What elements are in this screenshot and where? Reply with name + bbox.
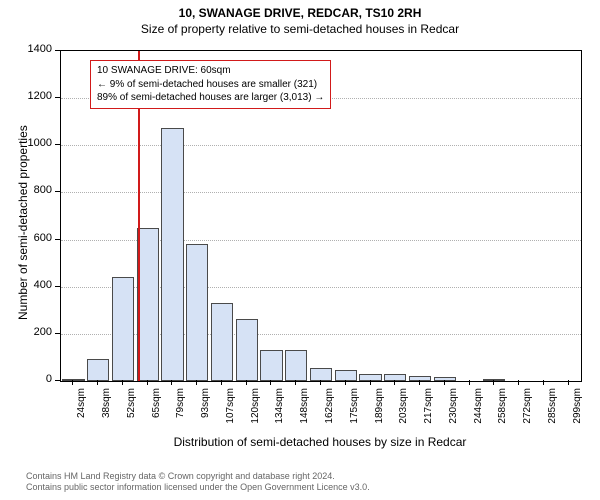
property-info-box: 10 SWANAGE DRIVE: 60sqm← 9% of semi-deta… [90, 60, 331, 109]
xtick-mark [270, 380, 271, 385]
ytick-mark [55, 239, 60, 240]
xtick-mark [122, 380, 123, 385]
xtick-label: 65sqm [151, 388, 162, 432]
xtick-label: 134sqm [274, 388, 285, 432]
histogram-bar [260, 350, 282, 381]
super-title: 10, SWANAGE DRIVE, REDCAR, TS10 2RH [0, 0, 600, 20]
xtick-mark [419, 380, 420, 385]
xtick-label: 162sqm [324, 388, 335, 432]
xtick-mark [171, 380, 172, 385]
ytick-mark [55, 144, 60, 145]
ytick-mark [55, 286, 60, 287]
footer-attribution: Contains HM Land Registry data © Crown c… [26, 471, 370, 494]
xtick-mark [97, 380, 98, 385]
histogram-bar [285, 350, 307, 381]
ytick-label: 400 [20, 279, 52, 291]
ytick-mark [55, 97, 60, 98]
xtick-mark [345, 380, 346, 385]
xtick-label: 244sqm [473, 388, 484, 432]
xtick-mark [196, 380, 197, 385]
histogram-bar [112, 277, 134, 381]
ytick-label: 200 [20, 326, 52, 338]
info-line-3: 89% of semi-detached houses are larger (… [97, 91, 324, 105]
xtick-mark [370, 380, 371, 385]
histogram-bar [186, 244, 208, 381]
ytick-label: 1200 [20, 90, 52, 102]
y-axis-label: Number of semi-detached properties [16, 125, 30, 320]
ytick-mark [55, 380, 60, 381]
xtick-label: 148sqm [299, 388, 310, 432]
ytick-label: 600 [20, 232, 52, 244]
xtick-mark [221, 380, 222, 385]
xtick-label: 258sqm [497, 388, 508, 432]
xtick-label: 175sqm [349, 388, 360, 432]
ytick-label: 800 [20, 184, 52, 196]
xtick-label: 38sqm [101, 388, 112, 432]
histogram-bar [62, 379, 84, 381]
footer-line-2: Contains public sector information licen… [26, 482, 370, 494]
xtick-mark [493, 380, 494, 385]
histogram-bar [137, 228, 159, 381]
histogram-bar [335, 370, 357, 381]
x-axis-label: Distribution of semi-detached houses by … [60, 435, 580, 449]
xtick-mark [320, 380, 321, 385]
histogram-bar [483, 379, 505, 381]
xtick-label: 120sqm [250, 388, 261, 432]
footer-line-1: Contains HM Land Registry data © Crown c… [26, 471, 370, 483]
xtick-mark [394, 380, 395, 385]
xtick-mark [518, 380, 519, 385]
sub-title: Size of property relative to semi-detach… [0, 20, 600, 36]
histogram-bar [236, 319, 258, 381]
xtick-label: 299sqm [572, 388, 583, 432]
xtick-label: 272sqm [522, 388, 533, 432]
histogram-bar [359, 374, 381, 381]
xtick-mark [72, 380, 73, 385]
info-line-1: 10 SWANAGE DRIVE: 60sqm [97, 64, 324, 78]
xtick-label: 93sqm [200, 388, 211, 432]
xtick-mark [469, 380, 470, 385]
histogram-bar [161, 128, 183, 381]
info-line-2: ← 9% of semi-detached houses are smaller… [97, 78, 324, 92]
chart-container: 10, SWANAGE DRIVE, REDCAR, TS10 2RH Size… [0, 0, 600, 500]
xtick-mark [568, 380, 569, 385]
xtick-mark [543, 380, 544, 385]
xtick-label: 217sqm [423, 388, 434, 432]
histogram-bar [211, 303, 233, 381]
histogram-bar [434, 377, 456, 381]
ytick-label: 1000 [20, 137, 52, 149]
xtick-mark [295, 380, 296, 385]
xtick-label: 189sqm [374, 388, 385, 432]
xtick-label: 79sqm [175, 388, 186, 432]
xtick-label: 285sqm [547, 388, 558, 432]
xtick-label: 230sqm [448, 388, 459, 432]
histogram-bar [384, 374, 406, 381]
ytick-mark [55, 333, 60, 334]
histogram-bar [87, 359, 109, 381]
xtick-label: 52sqm [126, 388, 137, 432]
ytick-label: 1400 [20, 43, 52, 55]
xtick-mark [147, 380, 148, 385]
xtick-mark [444, 380, 445, 385]
xtick-label: 107sqm [225, 388, 236, 432]
ytick-mark [55, 50, 60, 51]
xtick-label: 24sqm [76, 388, 87, 432]
xtick-mark [246, 380, 247, 385]
ytick-label: 0 [20, 373, 52, 385]
ytick-mark [55, 191, 60, 192]
xtick-label: 203sqm [398, 388, 409, 432]
